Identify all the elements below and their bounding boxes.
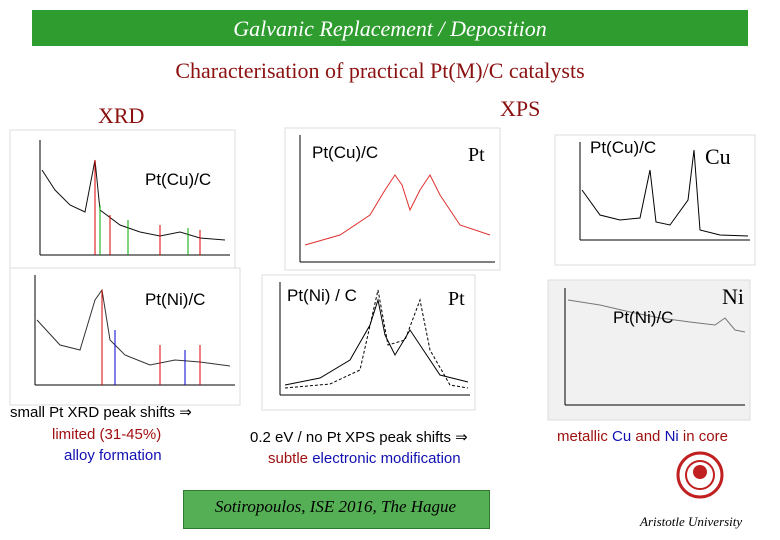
xps-pt-ni-plot bbox=[261, 274, 476, 411]
note-part: and bbox=[631, 428, 665, 445]
footer-citation: Sotiropoulos, ISE 2016, The Hague bbox=[214, 497, 457, 516]
note: alloy formation bbox=[64, 447, 162, 464]
note: small Pt XRD peak shifts ⇒ bbox=[10, 404, 192, 421]
note: subtle electronic modification bbox=[268, 450, 461, 467]
header-bar bbox=[32, 10, 748, 46]
xps-pt-cu-plot bbox=[284, 127, 501, 271]
note-part: subtle bbox=[268, 450, 309, 467]
xps-ni-plot bbox=[547, 279, 751, 421]
footer-institution: Aristotle University bbox=[640, 514, 743, 529]
xrd-ni-plot bbox=[9, 267, 241, 406]
panel-label: Pt(Cu)/C bbox=[590, 138, 657, 157]
note-part: metallic bbox=[557, 428, 613, 445]
note-part: Ni bbox=[664, 428, 679, 445]
panel-label: Pt(Ni)/C bbox=[613, 308, 674, 327]
panel-label: Pt(Ni)/C bbox=[145, 290, 206, 309]
header-title: Galvanic Replacement / Deposition bbox=[233, 16, 547, 41]
subtitle: Characterisation of practical Pt(M)/C ca… bbox=[175, 58, 585, 83]
panel-label: Pt(Cu)/C bbox=[145, 170, 212, 189]
panel-element: Ni bbox=[722, 284, 744, 309]
note: 0.2 eV / no Pt XPS peak shifts ⇒ bbox=[250, 429, 468, 446]
note-part: electronic modification bbox=[308, 450, 461, 467]
panel-element: Cu bbox=[705, 144, 731, 169]
xrd-cu-plot bbox=[9, 129, 236, 269]
panel-label: Pt(Cu)/C bbox=[312, 143, 379, 162]
note: metallic Cu and Ni in core bbox=[557, 428, 728, 445]
note-part: in core bbox=[678, 428, 728, 445]
panel-label: Pt(Ni) / C bbox=[287, 286, 357, 305]
xrd-heading: XRD bbox=[98, 103, 145, 128]
panel-element: Pt bbox=[448, 288, 465, 310]
university-logo bbox=[676, 451, 724, 499]
xps-heading: XPS bbox=[500, 96, 541, 121]
note-part: Cu bbox=[612, 428, 632, 445]
footer-bar bbox=[183, 490, 490, 529]
note: limited (31-45%) bbox=[52, 426, 162, 443]
panel-element: Pt bbox=[468, 144, 485, 166]
xps-cu-plot bbox=[554, 134, 756, 266]
